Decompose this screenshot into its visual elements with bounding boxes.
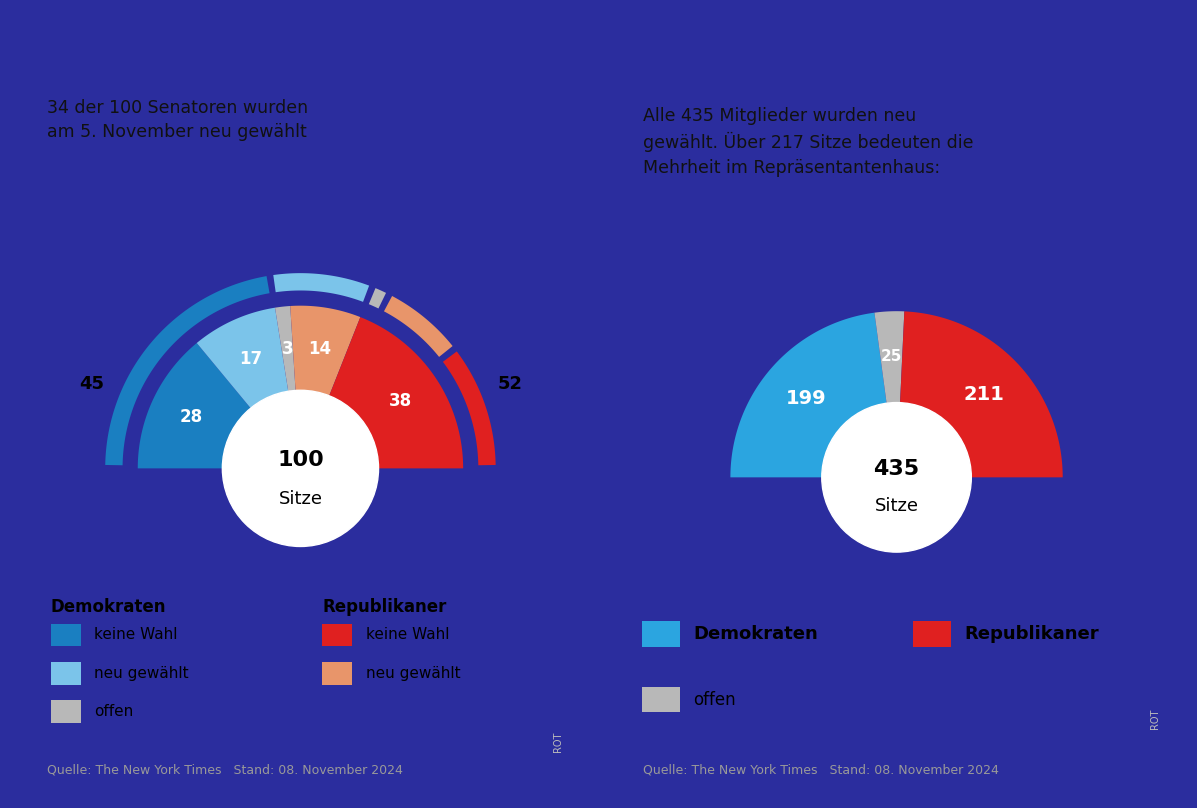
Polygon shape (275, 306, 296, 391)
Polygon shape (105, 276, 269, 465)
Text: 52: 52 (497, 375, 522, 393)
Text: Republikaner: Republikaner (322, 598, 446, 617)
Text: offen: offen (693, 691, 736, 709)
Text: neu gewählt: neu gewählt (95, 666, 189, 680)
Text: Demokraten: Demokraten (693, 625, 818, 643)
Text: 34 der 100 Senatoren wurden
am 5. November neu gewählt: 34 der 100 Senatoren wurden am 5. Novemb… (47, 99, 308, 141)
Circle shape (223, 390, 378, 546)
Text: offen: offen (95, 704, 134, 719)
Text: Das Rennen ums ‘House’: Das Rennen ums ‘House’ (643, 28, 1013, 54)
Text: 28: 28 (180, 408, 203, 426)
Polygon shape (900, 311, 1063, 478)
Text: 100: 100 (277, 450, 324, 469)
Polygon shape (730, 313, 887, 478)
Text: 14: 14 (308, 340, 330, 359)
Polygon shape (443, 351, 496, 465)
Text: 3: 3 (281, 339, 293, 358)
Text: ROT: ROT (553, 731, 564, 751)
Text: Demokraten: Demokraten (51, 598, 166, 617)
Text: neu gewählt: neu gewählt (365, 666, 460, 680)
Polygon shape (369, 288, 387, 309)
Text: 45: 45 (79, 375, 104, 393)
Bar (51, 701, 81, 723)
Text: Republikaner: Republikaner (965, 625, 1099, 643)
Text: Quelle: The New York Times   Stand: 08. November 2024: Quelle: The New York Times Stand: 08. No… (643, 764, 998, 776)
Circle shape (822, 402, 971, 552)
Text: Sitze: Sitze (875, 498, 918, 516)
Text: keine Wahl: keine Wahl (365, 627, 449, 642)
Bar (51, 624, 81, 646)
Text: 199: 199 (785, 389, 826, 407)
Text: 25: 25 (881, 350, 903, 364)
Polygon shape (273, 273, 369, 302)
Text: Alle 435 Mitglieder wurden neu
gewählt. Über 217 Sitze bedeuten die
Mehrheit im : Alle 435 Mitglieder wurden neu gewählt. … (643, 107, 973, 177)
Bar (322, 624, 352, 646)
Text: 211: 211 (964, 385, 1004, 404)
Polygon shape (196, 308, 288, 408)
Bar (642, 621, 680, 646)
Text: ROT: ROT (1149, 709, 1160, 730)
Bar (913, 621, 950, 646)
Polygon shape (329, 317, 463, 469)
Polygon shape (290, 305, 360, 396)
Text: Senat geht an Republikaner: Senat geht an Republikaner (47, 28, 463, 54)
Bar (642, 687, 680, 713)
Bar (51, 662, 81, 684)
Polygon shape (384, 296, 452, 357)
Polygon shape (875, 311, 905, 403)
Text: 435: 435 (874, 459, 919, 479)
Bar (322, 662, 352, 684)
Text: Sitze: Sitze (279, 490, 322, 507)
Text: 38: 38 (389, 392, 412, 410)
Text: Quelle: The New York Times   Stand: 08. November 2024: Quelle: The New York Times Stand: 08. No… (47, 764, 402, 776)
Text: 17: 17 (239, 350, 262, 368)
Text: keine Wahl: keine Wahl (95, 627, 178, 642)
Polygon shape (138, 343, 250, 469)
